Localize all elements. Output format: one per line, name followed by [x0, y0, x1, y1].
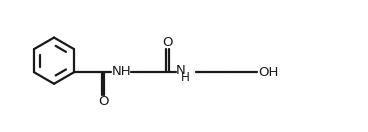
Text: O: O — [162, 36, 173, 49]
Text: O: O — [98, 95, 108, 109]
Text: N: N — [176, 64, 186, 77]
Text: H: H — [181, 72, 190, 84]
Text: OH: OH — [258, 66, 279, 79]
Text: NH: NH — [112, 65, 131, 78]
